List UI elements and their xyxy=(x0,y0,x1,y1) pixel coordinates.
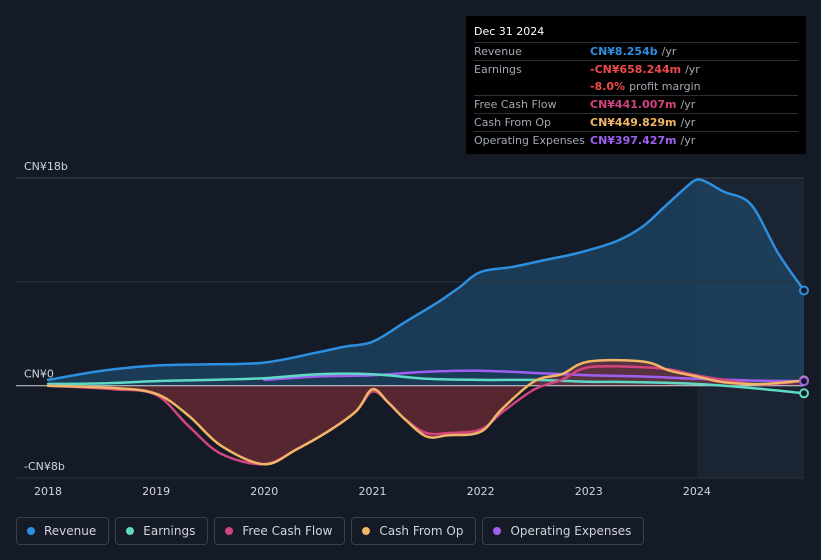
earnings-end-point xyxy=(799,388,809,399)
x-tick-label: 2022 xyxy=(467,485,495,498)
tooltip: Dec 31 2024 Revenue CN¥8.254b /yr Earnin… xyxy=(466,16,806,154)
tooltip-value: CN¥397.427m xyxy=(590,134,677,147)
revenue-line xyxy=(46,178,806,382)
tooltip-label: Operating Expenses xyxy=(474,134,585,147)
free-cash-flow-dot-icon xyxy=(225,527,234,535)
tooltip-value: -8.0% xyxy=(590,80,626,93)
tooltip-unit: /yr xyxy=(680,134,696,147)
tooltip-unit: /yr xyxy=(685,63,700,76)
tooltip-date: Dec 31 2024 xyxy=(474,25,545,38)
x-tick-label: 2024 xyxy=(683,485,711,498)
tooltip-unit: /yr xyxy=(680,116,696,129)
cash-from-op-line xyxy=(46,358,806,466)
x-tick-label: 2021 xyxy=(358,485,386,498)
operating-expenses-dot-icon xyxy=(493,527,502,535)
y-label-bottom: -CN¥8b xyxy=(24,460,65,473)
tooltip-label xyxy=(474,78,590,95)
y-label-zero: CN¥0 xyxy=(24,368,54,381)
earnings-dot-icon xyxy=(126,527,135,535)
legend: Revenue Earnings Free Cash Flow Cash Fro… xyxy=(16,517,645,545)
tooltip-row-cash-from-op: Cash From Op CN¥449.829m /yr xyxy=(474,113,798,131)
revenue-area xyxy=(48,179,804,386)
cash-from-op-dot-icon xyxy=(362,527,371,535)
legend-label: Free Cash Flow xyxy=(242,524,333,538)
legend-label: Revenue xyxy=(44,524,97,538)
tooltip-unit: /yr xyxy=(661,45,677,58)
tooltip-label: Cash From Op xyxy=(474,116,552,129)
x-tick-label: 2020 xyxy=(250,485,278,498)
operating-expenses-end-point xyxy=(799,376,809,387)
tooltip-row-operating-expenses: Operating Expenses CN¥397.427m /yr xyxy=(474,131,798,149)
legend-label: Operating Expenses xyxy=(510,524,632,538)
tooltip-row-revenue: Revenue CN¥8.254b /yr xyxy=(474,42,798,60)
x-tick-label: 2023 xyxy=(575,485,603,498)
tooltip-value: -CN¥658.244m xyxy=(590,63,682,76)
tooltip-row-free-cash-flow: Free Cash Flow CN¥441.007m /yr xyxy=(474,95,798,113)
legend-label: Cash From Op xyxy=(379,524,464,538)
tooltip-unit: profit margin xyxy=(629,80,701,93)
tooltip-label: Free Cash Flow xyxy=(474,98,557,111)
legend-item-cash-from-op[interactable]: Cash From Op xyxy=(351,517,477,545)
tooltip-label: Earnings xyxy=(474,63,522,76)
y-label-top: CN¥18b xyxy=(24,160,68,173)
tooltip-label: Revenue xyxy=(474,45,522,58)
financial-chart: CN¥18b CN¥0 -CN¥8b 2018 2019 2020 2021 2022 2023… xyxy=(16,160,809,498)
x-tick-label: 2018 xyxy=(34,485,62,498)
legend-item-operating-expenses[interactable]: Operating Expenses xyxy=(482,517,645,545)
legend-item-earnings[interactable]: Earnings xyxy=(115,517,209,545)
tooltip-row-earnings: Earnings -CN¥658.244m /yr xyxy=(474,60,798,78)
tooltip-value: CN¥8.254b xyxy=(590,45,658,58)
earnings-line xyxy=(46,372,806,395)
revenue-dot-icon xyxy=(27,527,35,535)
legend-item-revenue[interactable]: Revenue xyxy=(16,517,110,545)
tooltip-value: CN¥449.829m xyxy=(590,116,677,129)
x-tick-label: 2019 xyxy=(142,485,170,498)
revenue-end-point xyxy=(799,285,809,296)
legend-label: Earnings xyxy=(143,524,196,538)
tooltip-value: CN¥441.007m xyxy=(590,98,677,111)
tooltip-unit: /yr xyxy=(680,98,696,111)
tooltip-row-profit-margin: -8.0% profit margin xyxy=(474,78,798,95)
legend-item-free-cash-flow[interactable]: Free Cash Flow xyxy=(214,517,346,545)
